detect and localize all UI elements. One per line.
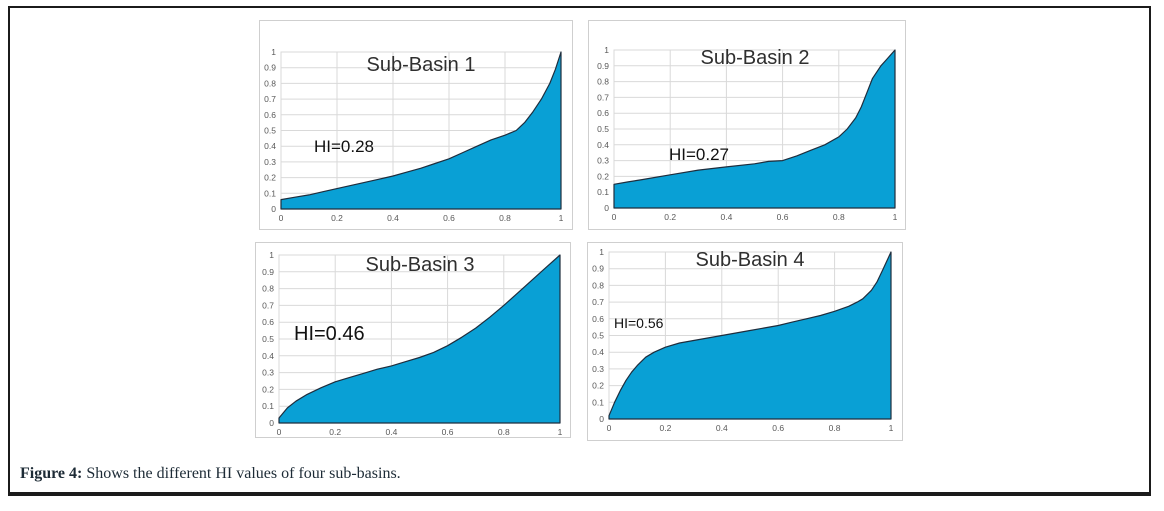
figure-caption-text: Shows the different HI values of four su… — [86, 465, 401, 482]
svg-text:0: 0 — [277, 427, 282, 437]
svg-text:0.4: 0.4 — [597, 140, 609, 150]
hi-annotation: HI=0.56 — [614, 315, 664, 331]
svg-text:0.6: 0.6 — [772, 423, 784, 433]
svg-text:0.8: 0.8 — [262, 284, 274, 294]
svg-text:0: 0 — [612, 212, 617, 222]
svg-text:0.8: 0.8 — [264, 78, 276, 88]
hi-annotation: HI=0.27 — [669, 145, 730, 164]
svg-text:0.4: 0.4 — [716, 423, 728, 433]
svg-text:0.9: 0.9 — [592, 264, 604, 274]
svg-text:0.6: 0.6 — [597, 108, 609, 118]
svg-text:0: 0 — [279, 213, 284, 223]
svg-text:0.4: 0.4 — [385, 427, 397, 437]
svg-text:1: 1 — [269, 250, 274, 260]
hi-annotation: HI=0.28 — [314, 137, 375, 156]
svg-text:0.5: 0.5 — [264, 126, 276, 136]
svg-text:0.2: 0.2 — [329, 427, 341, 437]
svg-text:0.6: 0.6 — [262, 317, 274, 327]
svg-text:0.5: 0.5 — [262, 334, 274, 344]
hi-annotation: HI=0.46 — [294, 323, 365, 345]
svg-text:0.2: 0.2 — [597, 171, 609, 181]
svg-text:0: 0 — [269, 418, 274, 428]
svg-text:0.9: 0.9 — [597, 61, 609, 71]
svg-text:0.4: 0.4 — [264, 141, 276, 151]
svg-text:0.2: 0.2 — [659, 423, 671, 433]
svg-text:0.4: 0.4 — [387, 213, 399, 223]
svg-text:1: 1 — [893, 212, 898, 222]
svg-text:0.7: 0.7 — [264, 94, 276, 104]
svg-text:0.7: 0.7 — [592, 297, 604, 307]
area-chart-sub-basin-1: 0 0.1 0.2 0.3 0.4 0.5 0.6 0.7 0.8 0.9 1 0 0.2 0.4 0.6 0… — [264, 47, 564, 223]
chart-panel-sub-basin-3: 0 0.1 0.2 0.3 0.4 0.5 0.6 0.7 0.8 0.9 1 0 0.2 0.4 0.6 0… — [255, 242, 571, 438]
svg-text:0.7: 0.7 — [262, 300, 274, 310]
svg-text:1: 1 — [889, 423, 894, 433]
svg-text:0.4: 0.4 — [262, 351, 274, 361]
chart-title: Sub-Basin 3 — [365, 254, 475, 276]
svg-text:0.2: 0.2 — [592, 381, 604, 391]
svg-text:0.8: 0.8 — [498, 427, 510, 437]
chart-title: Sub-Basin 1 — [366, 54, 476, 76]
svg-text:1: 1 — [559, 213, 564, 223]
svg-text:0.5: 0.5 — [592, 331, 604, 341]
svg-text:0.1: 0.1 — [262, 401, 274, 411]
svg-text:0.1: 0.1 — [592, 397, 604, 407]
svg-text:0.1: 0.1 — [597, 187, 609, 197]
svg-text:0.8: 0.8 — [499, 213, 511, 223]
svg-text:0: 0 — [271, 204, 276, 214]
area-chart-sub-basin-2: 0 0.1 0.2 0.3 0.4 0.5 0.6 0.7 0.8 0.9 1 0 0.2 0.4 0.6 0… — [597, 45, 898, 222]
svg-text:0.2: 0.2 — [664, 212, 676, 222]
area-chart-sub-basin-3: 0 0.1 0.2 0.3 0.4 0.5 0.6 0.7 0.8 0.9 1 0 0.2 0.4 0.6 0… — [262, 250, 563, 437]
area-chart-sub-basin-4: 0 0.1 0.2 0.3 0.4 0.5 0.6 0.7 0.8 0.9 1 0 0.2 0.4 0.6 0… — [592, 247, 894, 433]
svg-text:0.9: 0.9 — [262, 267, 274, 277]
svg-text:0.4: 0.4 — [592, 347, 604, 357]
svg-text:0.7: 0.7 — [597, 92, 609, 102]
svg-text:0.5: 0.5 — [597, 124, 609, 134]
svg-text:0.6: 0.6 — [442, 427, 454, 437]
chart-title: Sub-Basin 4 — [695, 249, 805, 271]
svg-text:0.6: 0.6 — [592, 314, 604, 324]
svg-text:0: 0 — [604, 203, 609, 213]
svg-text:0.6: 0.6 — [443, 213, 455, 223]
figure-caption: Figure 4: Shows the different HI values o… — [20, 465, 401, 483]
figure-caption-label: Figure 4: — [20, 465, 83, 482]
svg-text:1: 1 — [271, 47, 276, 57]
svg-text:0.1: 0.1 — [264, 188, 276, 198]
chart-panel-sub-basin-1: 0 0.1 0.2 0.3 0.4 0.5 0.6 0.7 0.8 0.9 1 0 0.2 0.4 0.6 0… — [259, 20, 573, 230]
svg-text:0.6: 0.6 — [264, 110, 276, 120]
svg-text:0.3: 0.3 — [597, 156, 609, 166]
svg-text:0.8: 0.8 — [829, 423, 841, 433]
svg-text:0.8: 0.8 — [597, 77, 609, 87]
svg-text:0.9: 0.9 — [264, 63, 276, 73]
svg-text:0: 0 — [607, 423, 612, 433]
chart-panel-sub-basin-4: 0 0.1 0.2 0.3 0.4 0.5 0.6 0.7 0.8 0.9 1 0 0.2 0.4 0.6 0… — [587, 242, 903, 441]
chart-title: Sub-Basin 2 — [700, 47, 810, 69]
figure-frame — [8, 6, 1151, 496]
svg-text:1: 1 — [558, 427, 563, 437]
svg-text:0.2: 0.2 — [264, 173, 276, 183]
svg-text:0.4: 0.4 — [720, 212, 732, 222]
chart-panel-sub-basin-2: 0 0.1 0.2 0.3 0.4 0.5 0.6 0.7 0.8 0.9 1 0 0.2 0.4 0.6 0… — [588, 20, 906, 230]
svg-text:0.8: 0.8 — [592, 280, 604, 290]
svg-text:0.3: 0.3 — [262, 368, 274, 378]
svg-text:0.3: 0.3 — [592, 364, 604, 374]
svg-text:1: 1 — [604, 45, 609, 55]
svg-text:0.2: 0.2 — [331, 213, 343, 223]
svg-text:0.8: 0.8 — [833, 212, 845, 222]
svg-text:1: 1 — [599, 247, 604, 257]
svg-text:0: 0 — [599, 414, 604, 424]
svg-text:0.6: 0.6 — [777, 212, 789, 222]
svg-text:0.2: 0.2 — [262, 384, 274, 394]
svg-text:0.3: 0.3 — [264, 157, 276, 167]
